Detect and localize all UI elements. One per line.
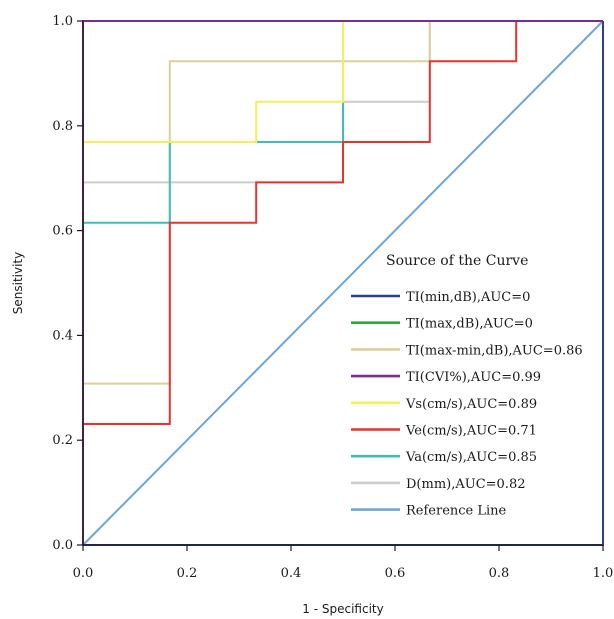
- x-tick-label: 0.4: [281, 566, 302, 581]
- y-axis-title: Sensitivity: [11, 252, 25, 314]
- x-axis-title: 1 - Specificity: [302, 602, 383, 616]
- ticks-layer: 0.0 0.2 0.4 0.6 0.8 1.0 0.0 0.2 0.4 0.6 0.8 1.0: [52, 14, 613, 581]
- legend-label: TI(max,dB),AUC=0: [406, 317, 533, 332]
- legend-label: TI(max-min,dB),AUC=0.86: [406, 343, 583, 358]
- x-tick-label: 1.0: [593, 566, 614, 581]
- x-tick-label: 0.0: [73, 566, 94, 581]
- axes-layer: [82, 21, 603, 546]
- legend-items: TI(min,dB),AUC=0 TI(max,dB),AUC=0 TI(max-m…: [351, 290, 583, 519]
- legend-item: Va(cm/s),AUC=0.85: [351, 450, 537, 465]
- legend-label: TI(CVI%),AUC=0.99: [406, 370, 541, 385]
- legend-label: Va(cm/s),AUC=0.85: [405, 450, 537, 465]
- y-tick-label: 0.2: [52, 433, 73, 448]
- legend: Source of the Curve TI(min,dB),AUC=0TI(m…: [351, 253, 583, 519]
- legend-item: TI(max-min,dB),AUC=0.86: [351, 343, 583, 358]
- y-tick-label: 0.8: [52, 119, 73, 134]
- y-tick-label: 0.0: [52, 538, 73, 553]
- legend-item: TI(min,dB),AUC=0: [351, 290, 530, 305]
- legend-label: Reference Line: [406, 504, 507, 519]
- y-tick-label: 1.0: [52, 14, 73, 29]
- y-tick-label: 0.6: [52, 224, 73, 239]
- legend-item: Reference Line: [351, 504, 507, 519]
- legend-label: TI(min,dB),AUC=0: [406, 290, 530, 305]
- legend-item: Vs(cm/s),AUC=0.89: [351, 397, 537, 412]
- legend-item: TI(max,dB),AUC=0: [351, 317, 533, 332]
- legend-item: TI(CVI%),AUC=0.99: [351, 370, 541, 385]
- legend-title: Source of the Curve: [386, 253, 528, 269]
- x-tick-label: 0.6: [385, 566, 406, 581]
- y-tick-label: 0.4: [52, 328, 73, 343]
- series-line-reference-line: [82, 20, 604, 546]
- x-tick-label: 0.8: [489, 566, 510, 581]
- series-layer: [82, 20, 604, 546]
- legend-item: D(mm),AUC=0.82: [351, 477, 525, 492]
- legend-item: Ve(cm/s),AUC=0.71: [351, 424, 537, 439]
- legend-label: Vs(cm/s),AUC=0.89: [405, 397, 537, 412]
- legend-label: D(mm),AUC=0.82: [406, 477, 525, 492]
- x-tick-label: 0.2: [177, 566, 198, 581]
- series-line-ve-cm-s-auc-0-71: [82, 20, 603, 545]
- legend-label: Ve(cm/s),AUC=0.71: [405, 424, 537, 439]
